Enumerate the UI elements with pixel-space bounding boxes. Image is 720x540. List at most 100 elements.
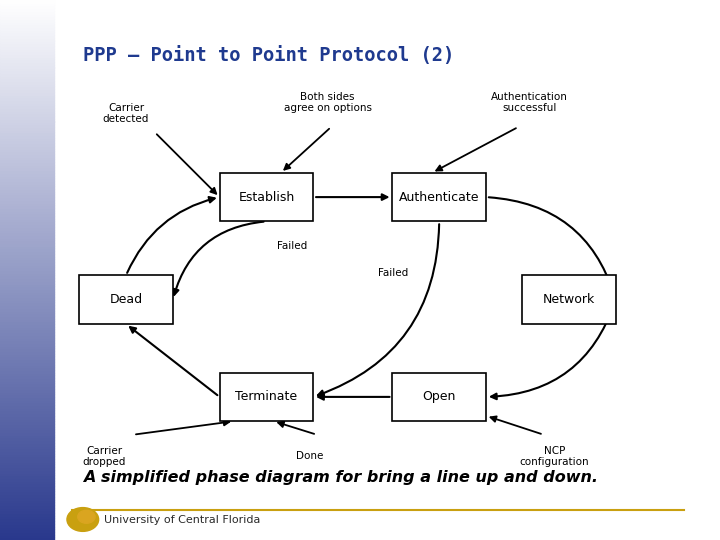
Bar bbox=[0, 456, 54, 459]
Bar bbox=[0, 429, 54, 432]
Bar bbox=[0, 119, 54, 122]
Bar bbox=[0, 86, 54, 89]
Bar bbox=[0, 78, 54, 81]
Bar bbox=[0, 270, 54, 273]
Bar bbox=[0, 189, 54, 192]
Bar bbox=[0, 526, 54, 529]
Bar bbox=[0, 135, 54, 138]
Bar bbox=[0, 486, 54, 489]
Bar bbox=[0, 343, 54, 346]
Text: Terminate: Terminate bbox=[235, 390, 297, 403]
Bar bbox=[0, 386, 54, 389]
Bar bbox=[0, 216, 54, 219]
Bar bbox=[0, 483, 54, 486]
Bar bbox=[0, 11, 54, 14]
Bar bbox=[0, 324, 54, 327]
Bar bbox=[0, 470, 54, 472]
Bar bbox=[0, 464, 54, 467]
Bar bbox=[0, 381, 54, 383]
Bar bbox=[0, 122, 54, 124]
FancyBboxPatch shape bbox=[392, 173, 486, 221]
Bar bbox=[0, 265, 54, 267]
Bar bbox=[0, 454, 54, 456]
Bar bbox=[0, 8, 54, 11]
Bar bbox=[0, 321, 54, 324]
Bar bbox=[0, 94, 54, 97]
Bar bbox=[0, 532, 54, 535]
Bar bbox=[0, 5, 54, 8]
Bar bbox=[0, 105, 54, 108]
Bar bbox=[0, 397, 54, 400]
Bar bbox=[0, 38, 54, 40]
Bar bbox=[0, 113, 54, 116]
Bar bbox=[0, 27, 54, 30]
Bar bbox=[0, 157, 54, 159]
Bar bbox=[0, 30, 54, 32]
Bar bbox=[0, 197, 54, 200]
Bar bbox=[0, 111, 54, 113]
Text: Network: Network bbox=[543, 293, 595, 306]
Bar bbox=[0, 289, 54, 292]
Bar bbox=[0, 370, 54, 373]
Bar bbox=[0, 84, 54, 86]
Bar bbox=[0, 432, 54, 435]
Bar bbox=[0, 108, 54, 111]
Bar bbox=[0, 329, 54, 332]
Bar bbox=[0, 521, 54, 524]
Bar bbox=[0, 248, 54, 251]
Bar bbox=[0, 373, 54, 375]
Bar bbox=[0, 54, 54, 57]
Bar bbox=[0, 143, 54, 146]
Bar bbox=[0, 472, 54, 475]
Bar bbox=[0, 294, 54, 297]
Bar bbox=[0, 46, 54, 49]
Bar bbox=[0, 176, 54, 178]
Bar bbox=[0, 510, 54, 513]
Bar bbox=[0, 202, 54, 205]
Bar bbox=[0, 394, 54, 397]
Bar bbox=[0, 313, 54, 316]
Bar bbox=[0, 68, 54, 70]
Bar bbox=[0, 89, 54, 92]
Bar bbox=[0, 356, 54, 359]
Bar bbox=[0, 286, 54, 289]
Bar bbox=[0, 200, 54, 202]
Bar bbox=[0, 240, 54, 243]
Bar bbox=[0, 319, 54, 321]
Bar bbox=[0, 262, 54, 265]
Bar bbox=[0, 43, 54, 46]
Bar bbox=[0, 351, 54, 354]
Bar bbox=[0, 213, 54, 216]
Bar bbox=[0, 508, 54, 510]
Bar bbox=[0, 443, 54, 445]
Bar bbox=[0, 448, 54, 451]
Text: NCP
configuration: NCP configuration bbox=[520, 446, 589, 467]
Circle shape bbox=[78, 510, 95, 523]
Bar bbox=[0, 32, 54, 35]
Bar bbox=[0, 186, 54, 189]
Bar bbox=[0, 451, 54, 454]
Bar bbox=[0, 400, 54, 402]
Bar bbox=[0, 348, 54, 351]
Bar bbox=[0, 208, 54, 211]
Bar bbox=[0, 57, 54, 59]
Bar bbox=[0, 232, 54, 235]
Bar bbox=[0, 224, 54, 227]
Bar bbox=[0, 500, 54, 502]
Bar bbox=[0, 14, 54, 16]
Bar bbox=[0, 235, 54, 238]
Bar bbox=[0, 65, 54, 68]
Bar bbox=[0, 35, 54, 38]
Bar bbox=[0, 116, 54, 119]
Text: Authenticate: Authenticate bbox=[399, 191, 480, 204]
Bar bbox=[0, 524, 54, 526]
Bar bbox=[0, 338, 54, 340]
Bar bbox=[0, 537, 54, 540]
Bar bbox=[0, 305, 54, 308]
Bar bbox=[0, 92, 54, 94]
Bar bbox=[0, 246, 54, 248]
Circle shape bbox=[67, 508, 99, 531]
Bar bbox=[0, 518, 54, 521]
Bar bbox=[0, 281, 54, 284]
Bar bbox=[0, 535, 54, 537]
